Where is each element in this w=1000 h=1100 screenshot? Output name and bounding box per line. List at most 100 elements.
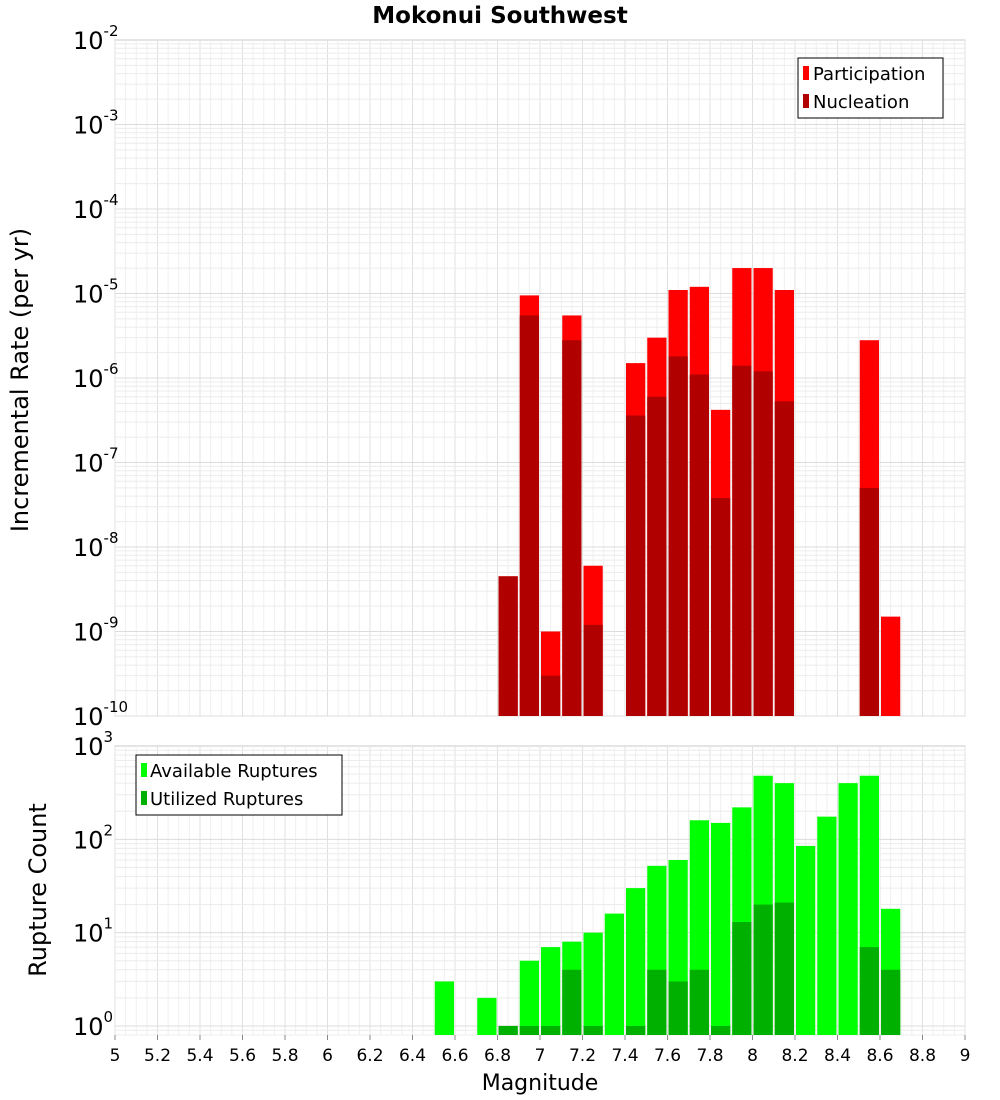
x-axis-label: Magnitude — [482, 1071, 599, 1096]
rate-y-axis-label: Incremental Rate (per yr) — [6, 228, 34, 532]
nucleation-legend-label: Nucleation — [813, 92, 909, 113]
x-tick-label: 8.4 — [824, 1046, 851, 1066]
x-tick-label: 5.4 — [186, 1046, 213, 1066]
count-y-ticks: 100 101 102 103 — [73, 728, 113, 1041]
utilized-ruptures-bar — [583, 1025, 603, 1035]
count-legend-box — [135, 754, 343, 816]
utilized-ruptures-bar — [774, 902, 794, 1035]
available-ruptures-bar — [583, 932, 603, 1035]
utilized-ruptures-bar — [519, 1025, 539, 1035]
utilized-ruptures-bar — [881, 969, 901, 1035]
nucleation-legend-swatch — [803, 94, 809, 108]
available-legend-swatch — [141, 763, 147, 777]
count-y-tick-label: 103 — [73, 728, 113, 761]
participation-bar — [881, 616, 901, 716]
x-tick-label: 7.4 — [611, 1046, 638, 1066]
participation-legend-swatch — [803, 66, 809, 80]
utilized-legend-swatch — [141, 791, 147, 805]
x-tick-label: 6.8 — [484, 1046, 511, 1066]
nucleation-bar — [859, 487, 879, 716]
nucleation-bar — [753, 371, 773, 716]
rate-y-tick-label: 10-9 — [73, 614, 119, 647]
available-ruptures-bar — [519, 960, 539, 1035]
x-tick-label: 6.6 — [441, 1046, 468, 1066]
available-ruptures-bar — [711, 822, 731, 1035]
nucleation-bar — [519, 315, 539, 716]
rate-y-tick-label: 10-10 — [73, 698, 128, 731]
x-tick-label: 6.4 — [399, 1046, 426, 1066]
count-legend: Available Ruptures Utilized Ruptures — [135, 754, 343, 816]
x-tick-label: 8 — [747, 1046, 758, 1066]
rate-panel: 10-10 10-9 10-8 10-7 10-6 10-5 10-4 10-3 10-2 In… — [6, 22, 966, 731]
count-y-tick-label: 100 — [73, 1008, 113, 1041]
nucleation-bar — [541, 675, 561, 716]
available-ruptures-bar — [434, 981, 454, 1035]
rate-bars — [498, 268, 901, 716]
utilized-ruptures-bar — [498, 1025, 518, 1035]
rate-legend-box — [797, 57, 944, 119]
nucleation-bar — [711, 498, 731, 716]
x-tick-label: 7.6 — [654, 1046, 681, 1066]
participation-legend-label: Participation — [813, 64, 925, 85]
nucleation-bar — [647, 396, 667, 716]
x-tick-label: 5.2 — [144, 1046, 171, 1066]
available-ruptures-bar — [541, 947, 561, 1035]
available-ruptures-bar — [796, 845, 816, 1035]
x-tick-label: 7 — [535, 1046, 546, 1066]
utilized-ruptures-bar — [562, 969, 582, 1035]
utilized-ruptures-bar — [626, 1025, 646, 1035]
chart-title: Mokonui Southwest — [372, 3, 627, 29]
utilized-ruptures-bar — [541, 1025, 561, 1035]
nucleation-bar — [774, 401, 794, 716]
utilized-ruptures-bar — [689, 969, 709, 1035]
count-y-tick-label: 102 — [73, 821, 113, 854]
x-tick-label: 5.8 — [271, 1046, 298, 1066]
available-ruptures-bar — [477, 997, 497, 1035]
rate-y-tick-label: 10-4 — [73, 191, 119, 224]
nucleation-bar — [668, 356, 688, 716]
nucleation-bar — [583, 624, 603, 716]
rate-y-tick-label: 10-5 — [73, 276, 119, 309]
count-panel: 100 101 102 103 Rupture Count Available Rup… — [24, 728, 970, 1096]
rate-grid — [114, 40, 966, 717]
nucleation-bar — [732, 365, 752, 716]
nucleation-bar — [498, 576, 518, 716]
x-tick-label: 7.8 — [696, 1046, 723, 1066]
nucleation-bar — [689, 374, 709, 716]
rate-legend: Participation Nucleation — [797, 57, 944, 119]
rate-y-tick-label: 10-8 — [73, 529, 119, 562]
available-ruptures-bar — [817, 816, 837, 1035]
available-legend-label: Available Ruptures — [150, 761, 318, 782]
x-tick-label: 6.2 — [356, 1046, 383, 1066]
x-tick-label: 9 — [960, 1046, 971, 1066]
x-tick-label: 6 — [322, 1046, 333, 1066]
rate-y-tick-label: 10-3 — [73, 107, 119, 140]
available-ruptures-bar — [626, 888, 646, 1035]
nucleation-bar — [626, 415, 646, 716]
nucleation-bar — [562, 340, 582, 716]
rate-y-tick-label: 10-2 — [73, 22, 119, 55]
x-tick-label: 5 — [110, 1046, 121, 1066]
rate-y-tick-label: 10-7 — [73, 445, 119, 478]
x-tick-label: 5.6 — [229, 1046, 256, 1066]
available-ruptures-bar — [838, 783, 858, 1035]
utilized-ruptures-bar — [647, 969, 667, 1035]
count-bars — [434, 775, 901, 1035]
x-tick-label: 8.6 — [866, 1046, 893, 1066]
x-tick-label: 8.2 — [781, 1046, 808, 1066]
available-ruptures-bar — [604, 913, 624, 1035]
rate-y-tick-label: 10-6 — [73, 360, 119, 393]
utilized-ruptures-bar — [711, 1025, 731, 1035]
count-y-tick-label: 101 — [73, 915, 113, 948]
utilized-ruptures-bar — [859, 947, 879, 1035]
x-tick-label: 7.2 — [569, 1046, 596, 1066]
utilized-ruptures-bar — [668, 981, 688, 1035]
x-tick-label: 8.8 — [909, 1046, 936, 1066]
rate-y-ticks: 10-10 10-9 10-8 10-7 10-6 10-5 10-4 10-3 10-2 — [73, 22, 128, 731]
utilized-ruptures-bar — [753, 904, 773, 1035]
utilized-ruptures-bar — [732, 922, 752, 1035]
count-y-axis-label: Rupture Count — [24, 803, 52, 977]
utilized-legend-label: Utilized Ruptures — [150, 789, 303, 810]
x-axis-ticks: 5 5.2 5.4 5.6 5.8 6 6.2 6.4 6.6 6.8 7 7.2 7.4 7.6 7.8 8… — [110, 1035, 971, 1066]
